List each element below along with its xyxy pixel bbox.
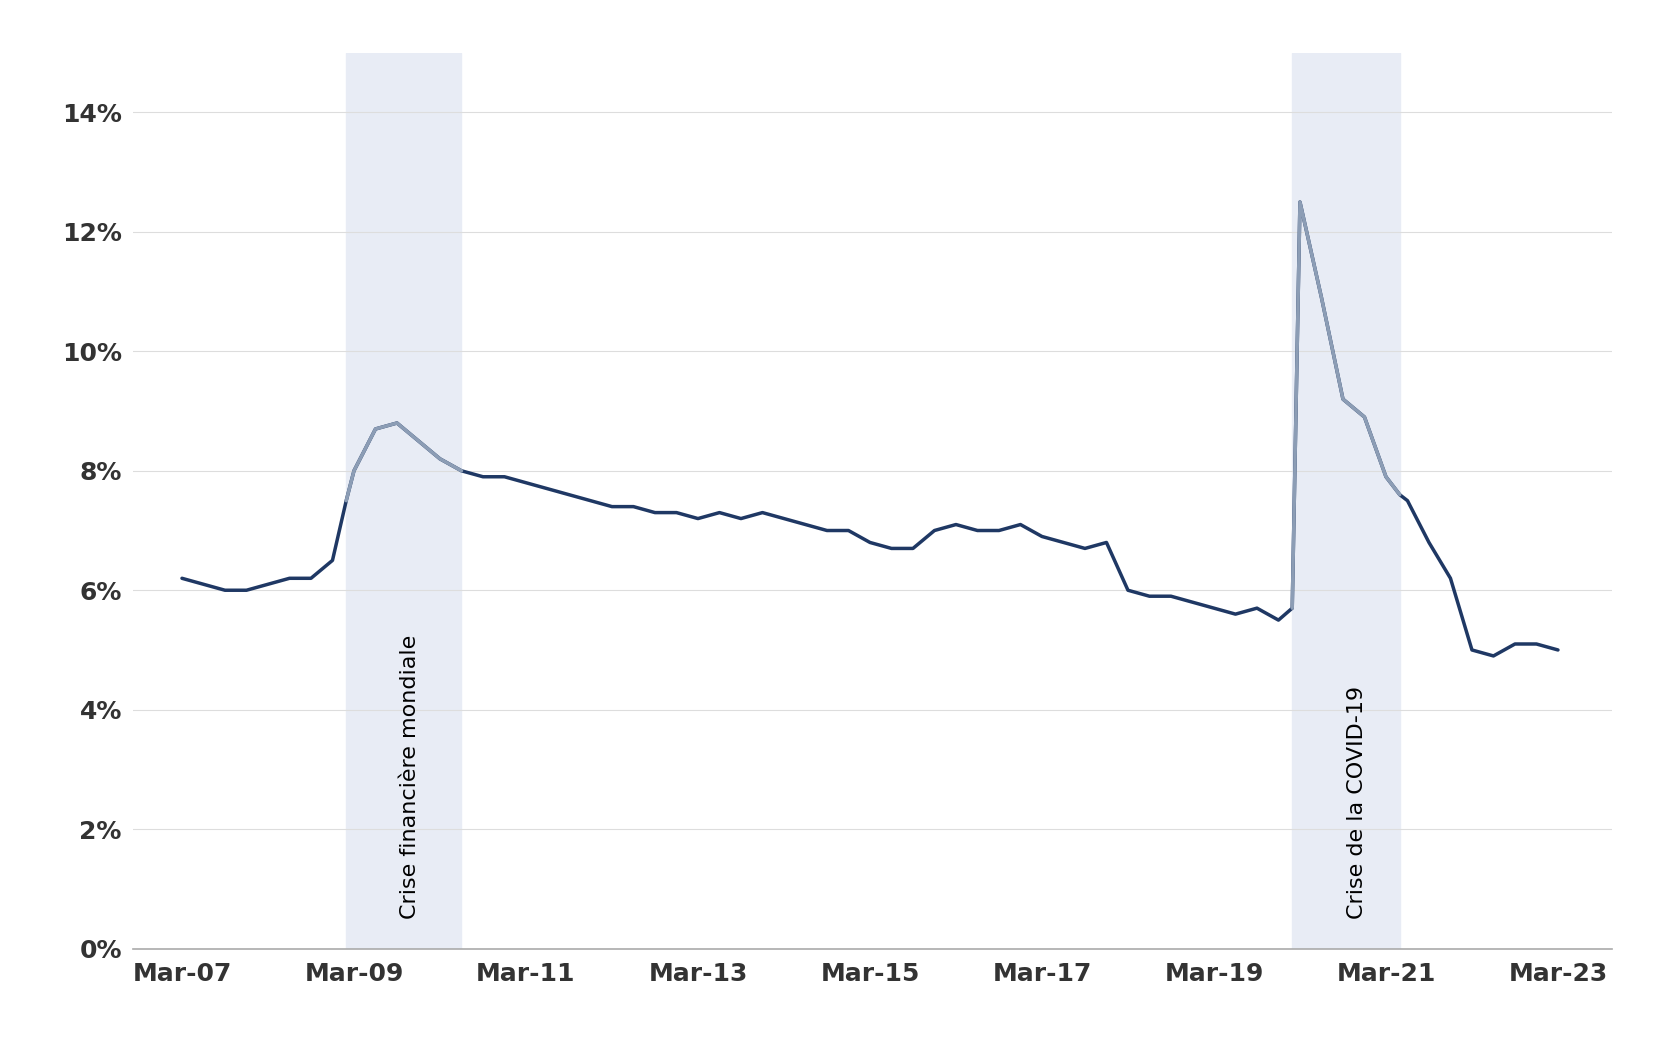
Bar — [1293, 53, 1399, 949]
Bar — [346, 53, 462, 949]
Text: Crise de la COVID-19: Crise de la COVID-19 — [1346, 685, 1366, 919]
Text: Crise financière mondiale: Crise financière mondiale — [399, 635, 419, 919]
